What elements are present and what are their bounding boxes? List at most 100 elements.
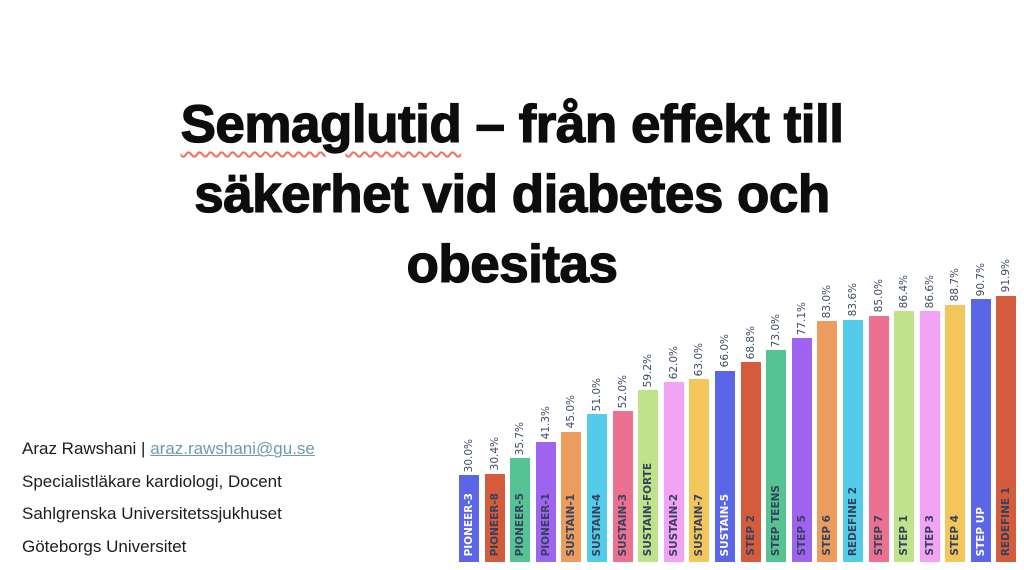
author-name-line: Araz Rawshani | araz.rawshani@gu.se	[22, 433, 315, 466]
bar-category-label: SUSTAIN-2	[667, 493, 680, 556]
bar-value-label: 86.4%	[898, 275, 911, 309]
bar: PIONEER-5	[510, 458, 531, 562]
author-name: Araz Rawshani	[22, 439, 137, 458]
bar-value-label: 59.2%	[642, 353, 655, 388]
bar-category-label: PIONEER-1	[539, 492, 552, 556]
bar-column: 45.0% SUSTAIN-1	[561, 395, 582, 562]
bar-value-label: 86.6%	[923, 274, 936, 308]
bar: PIONEER-1	[535, 442, 556, 562]
bar-value-label: 52.0%	[616, 374, 629, 409]
bar-column: 86.6% STEP 3	[919, 274, 940, 562]
bar-value-label: 30.0%	[463, 438, 475, 472]
bar: REDEFINE 1	[996, 295, 1017, 562]
bar-value-label: 83.6%	[846, 283, 859, 317]
bar: SUSTAIN-1	[561, 431, 582, 562]
bar-category-label: SUSTAIN-3	[616, 493, 629, 556]
bar-column: 63.0% SUSTAIN-7	[689, 342, 710, 562]
bar-value-label: 30.4%	[488, 437, 501, 471]
bar-column: 83.0% STEP 6	[817, 284, 838, 562]
bar-value-label: 66.0%	[718, 334, 731, 368]
bar-column: 35.7% PIONEER-5	[510, 422, 531, 562]
bar: STEP 1	[894, 311, 915, 562]
author-hospital: Sahlgrenska Universitetssjukhuset	[22, 504, 282, 524]
bar-category-label: SUSTAIN-7	[693, 493, 706, 556]
bar-column: 85.0% STEP 7	[868, 279, 889, 562]
bar: REDEFINE 2	[842, 319, 863, 562]
bar: PIONEER-8	[484, 473, 505, 562]
title-word-semaglutid: Semaglutid	[180, 94, 462, 154]
bar: STEP 2	[740, 362, 761, 562]
bar-value-label: 91.9%	[1000, 259, 1013, 293]
bar-column: 68.8% STEP 2	[740, 326, 761, 562]
bar-column: 59.2% SUSTAIN-FORTE	[638, 353, 659, 562]
bar-value-label: 63.0%	[693, 342, 706, 377]
bar-category-label: STEP 3	[923, 515, 936, 556]
bar-category-label: STEP UP	[974, 506, 987, 556]
bar-column: 86.4% STEP 1	[894, 275, 915, 562]
bar: SUSTAIN-2	[663, 382, 684, 562]
bar: STEP 5	[791, 338, 812, 562]
bar-value-label: 35.7%	[514, 422, 527, 456]
bar-column: 83.6% REDEFINE 2	[842, 283, 863, 562]
bar-category-label: SUSTAIN-1	[565, 493, 578, 556]
bar: STEP UP	[970, 298, 991, 562]
bar-value-label: 83.0%	[821, 284, 834, 319]
author-separator: |	[136, 439, 151, 458]
bar-category-label: PIONEER-5	[514, 492, 527, 556]
bar: SUSTAIN-5	[714, 370, 735, 562]
bar: STEP 3	[919, 310, 940, 562]
bar-column: 62.0% SUSTAIN-2	[663, 345, 684, 562]
bar-column: 88.7% STEP 4	[945, 268, 966, 562]
bar-category-label: SUSTAIN-5	[718, 493, 731, 556]
bar-category-label: STEP 6	[821, 515, 834, 556]
author-university: Göteborgs Universitet	[22, 536, 187, 556]
bar-column: 30.4% PIONEER-8	[484, 437, 505, 562]
bar-column: 52.0% SUSTAIN-3	[612, 374, 633, 562]
bar: SUSTAIN-4	[586, 414, 607, 562]
bar: SUSTAIN-3	[612, 411, 633, 562]
bar-value-label: 77.1%	[795, 302, 808, 336]
bar: STEP TEENS	[766, 350, 787, 562]
bar-category-label: SUSTAIN-4	[590, 493, 603, 556]
author-role: Specialistläkare kardiologi, Docent	[22, 471, 282, 491]
bar-category-label: STEP 4	[949, 515, 962, 556]
bar: SUSTAIN-FORTE	[638, 390, 659, 562]
bar-category-label: PIONEER-3	[463, 492, 475, 556]
title-line-1-rest: – från effekt till	[461, 94, 845, 154]
bar-category-label: STEP 7	[872, 515, 885, 556]
bar: STEP 4	[945, 304, 966, 562]
bar-category-label: STEP 1	[898, 515, 911, 556]
author-block: Araz Rawshani | araz.rawshani@gu.se Spec…	[22, 433, 315, 563]
bar-value-label: 68.8%	[744, 326, 757, 360]
bar-value-label: 51.0%	[590, 377, 603, 412]
bar-column: 77.1% STEP 5	[791, 302, 812, 562]
title-line-1: Semaglutid – från effekt till	[0, 90, 1024, 160]
bar-column: 30.0% PIONEER-3	[459, 439, 479, 562]
bar: STEP 6	[817, 321, 838, 562]
bar-category-label: REDEFINE 2	[846, 486, 859, 556]
bar-category-label: STEP TEENS	[770, 484, 783, 556]
bar-category-label: STEP 5	[795, 515, 808, 556]
bar-category-label: PIONEER-8	[488, 492, 501, 556]
bar-column: 66.0% SUSTAIN-5	[714, 334, 735, 562]
bar-column: 91.9% REDEFINE 1	[996, 259, 1017, 562]
author-email-link[interactable]: araz.rawshani@gu.se	[150, 439, 315, 458]
bar-value-label: 41.3%	[539, 405, 552, 440]
bar-column: 41.3% PIONEER-1	[535, 405, 556, 562]
bar: SUSTAIN-7	[689, 379, 710, 562]
bar-value-label: 45.0%	[565, 395, 578, 429]
bar-category-label: STEP 2	[744, 515, 757, 556]
bar-value-label: 73.0%	[770, 313, 783, 348]
bar-column: 73.0% STEP TEENS	[766, 313, 787, 562]
bar-value-label: 88.7%	[949, 268, 962, 302]
title-line-2: säkerhet vid diabetes och	[194, 164, 831, 224]
bar: STEP 7	[868, 315, 889, 562]
bar-value-label: 90.7%	[974, 262, 987, 296]
bar-column: 90.7% STEP UP	[970, 262, 991, 562]
bar-column: 51.0% SUSTAIN-4	[586, 377, 607, 562]
bar-category-label: REDEFINE 1	[1000, 486, 1013, 556]
trial-bar-chart: 30.0% PIONEER-3 30.4% PIONEER-8 35.7% PIONEER…	[459, 232, 1021, 562]
slide-title: Semaglutid – från effekt till säkerhet v…	[0, 90, 1024, 300]
bar-value-label: 62.0%	[667, 345, 680, 380]
